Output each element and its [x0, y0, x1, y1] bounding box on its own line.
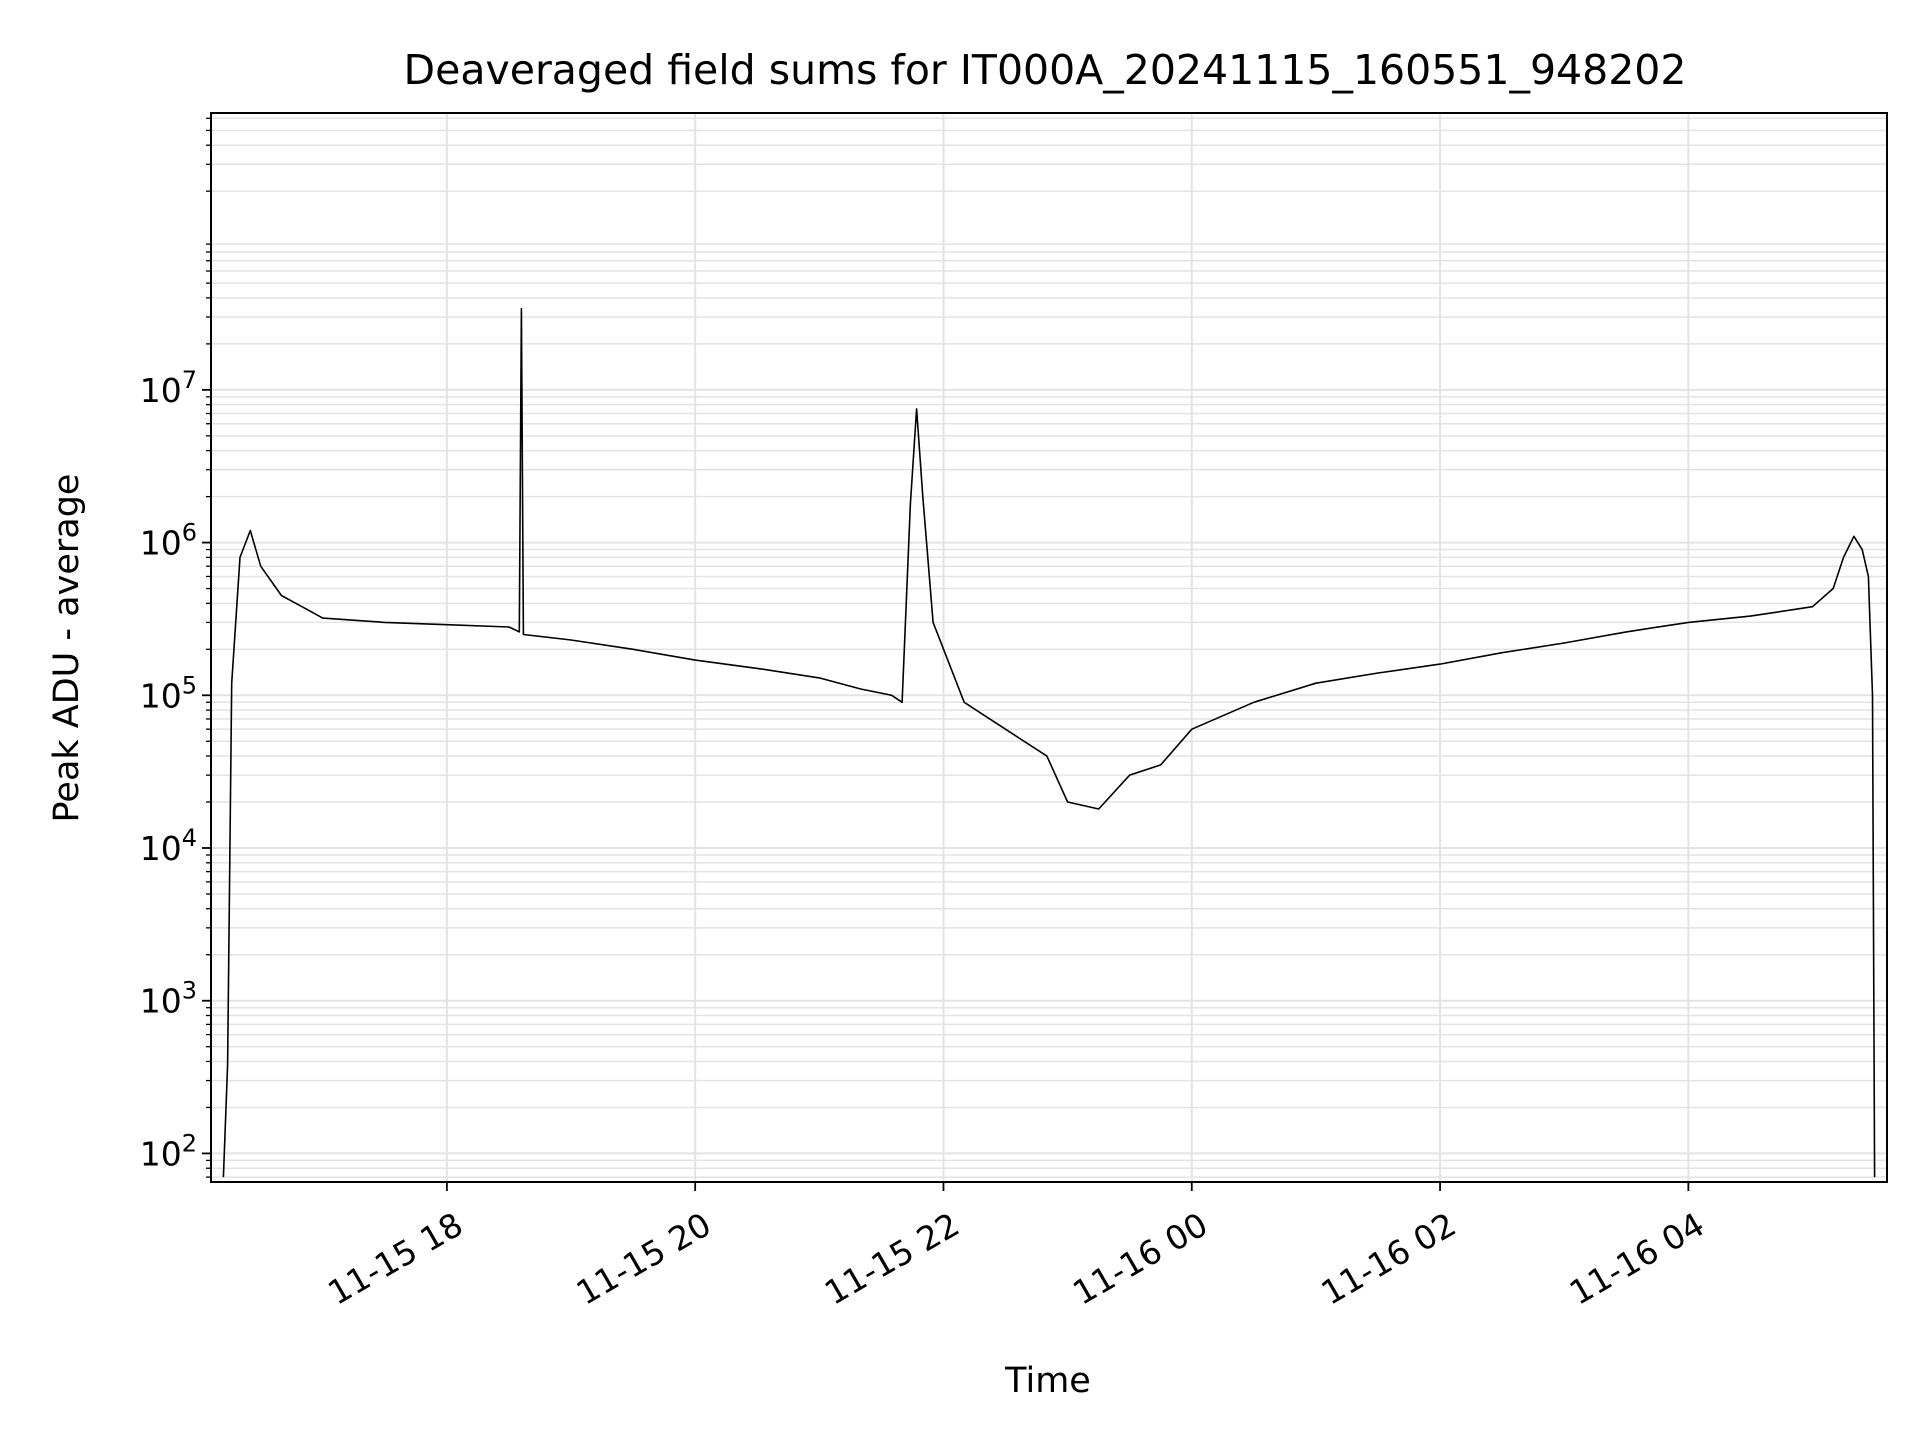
- chart-title: Deaveraged field sums for IT000A_2024111…: [404, 46, 1687, 94]
- y-axis-label: Peak ADU - average: [47, 474, 87, 823]
- series-layer: [222, 307, 1876, 1178]
- plot-frame: [210, 112, 1888, 1183]
- x-axis-label: Time: [1004, 1361, 1091, 1401]
- y-tick-label: 103: [140, 977, 197, 1021]
- series-line: [222, 307, 1876, 1178]
- grid-layer: [211, 113, 1887, 1182]
